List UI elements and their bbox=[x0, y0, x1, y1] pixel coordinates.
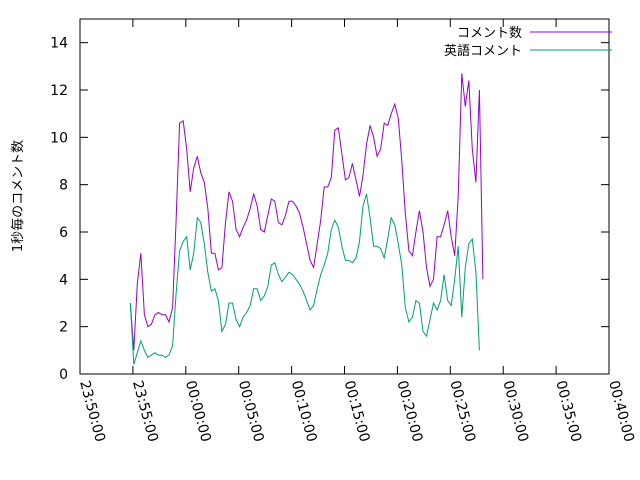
y-tick-label-2: 4 bbox=[59, 272, 68, 288]
x-tick-label-5: 00:15:00 bbox=[341, 379, 373, 444]
x-tick-label-8: 00:30:00 bbox=[499, 379, 531, 444]
x-tick-label-9: 00:35:00 bbox=[552, 379, 584, 444]
x-tick-label-3: 00:05:00 bbox=[235, 379, 267, 444]
legend-label-0: コメント数 bbox=[457, 26, 522, 41]
x-tick-label-0: 23:50:00 bbox=[76, 379, 108, 444]
legend: コメント数 英語コメント bbox=[444, 26, 612, 59]
x-tick-label-10: 00:40:00 bbox=[605, 379, 637, 444]
y-tick-label-6: 12 bbox=[50, 83, 68, 99]
y-axis-label: 1秒毎のコメント数 bbox=[10, 140, 26, 252]
series-line-0 bbox=[129, 73, 484, 351]
x-axis: 23:50:00 23:55:00 00:00:00 00:05:00 00:10:00… bbox=[76, 19, 637, 444]
y-tick-label-0: 0 bbox=[59, 367, 68, 383]
y-tick-label-5: 10 bbox=[50, 130, 68, 146]
x-tick-label-1: 23:55:00 bbox=[129, 379, 161, 444]
plot-frame bbox=[79, 18, 610, 375]
y-tick-label-1: 2 bbox=[59, 320, 68, 336]
series-line-1 bbox=[129, 193, 480, 365]
x-tick-label-7: 00:25:00 bbox=[446, 379, 478, 444]
x-tick-label-4: 00:10:00 bbox=[288, 379, 320, 444]
y-tick-label-4: 8 bbox=[59, 178, 68, 194]
legend-label-1: 英語コメント bbox=[444, 43, 522, 59]
y-tick-label-3: 6 bbox=[59, 225, 68, 241]
series-lines bbox=[129, 73, 484, 365]
y-tick-label-7: 14 bbox=[50, 36, 68, 52]
y-axis: 0 2 4 6 8 10 12 14 bbox=[50, 36, 609, 383]
x-tick-label-6: 00:20:00 bbox=[394, 379, 426, 444]
x-tick-label-2: 00:00:00 bbox=[182, 379, 214, 444]
